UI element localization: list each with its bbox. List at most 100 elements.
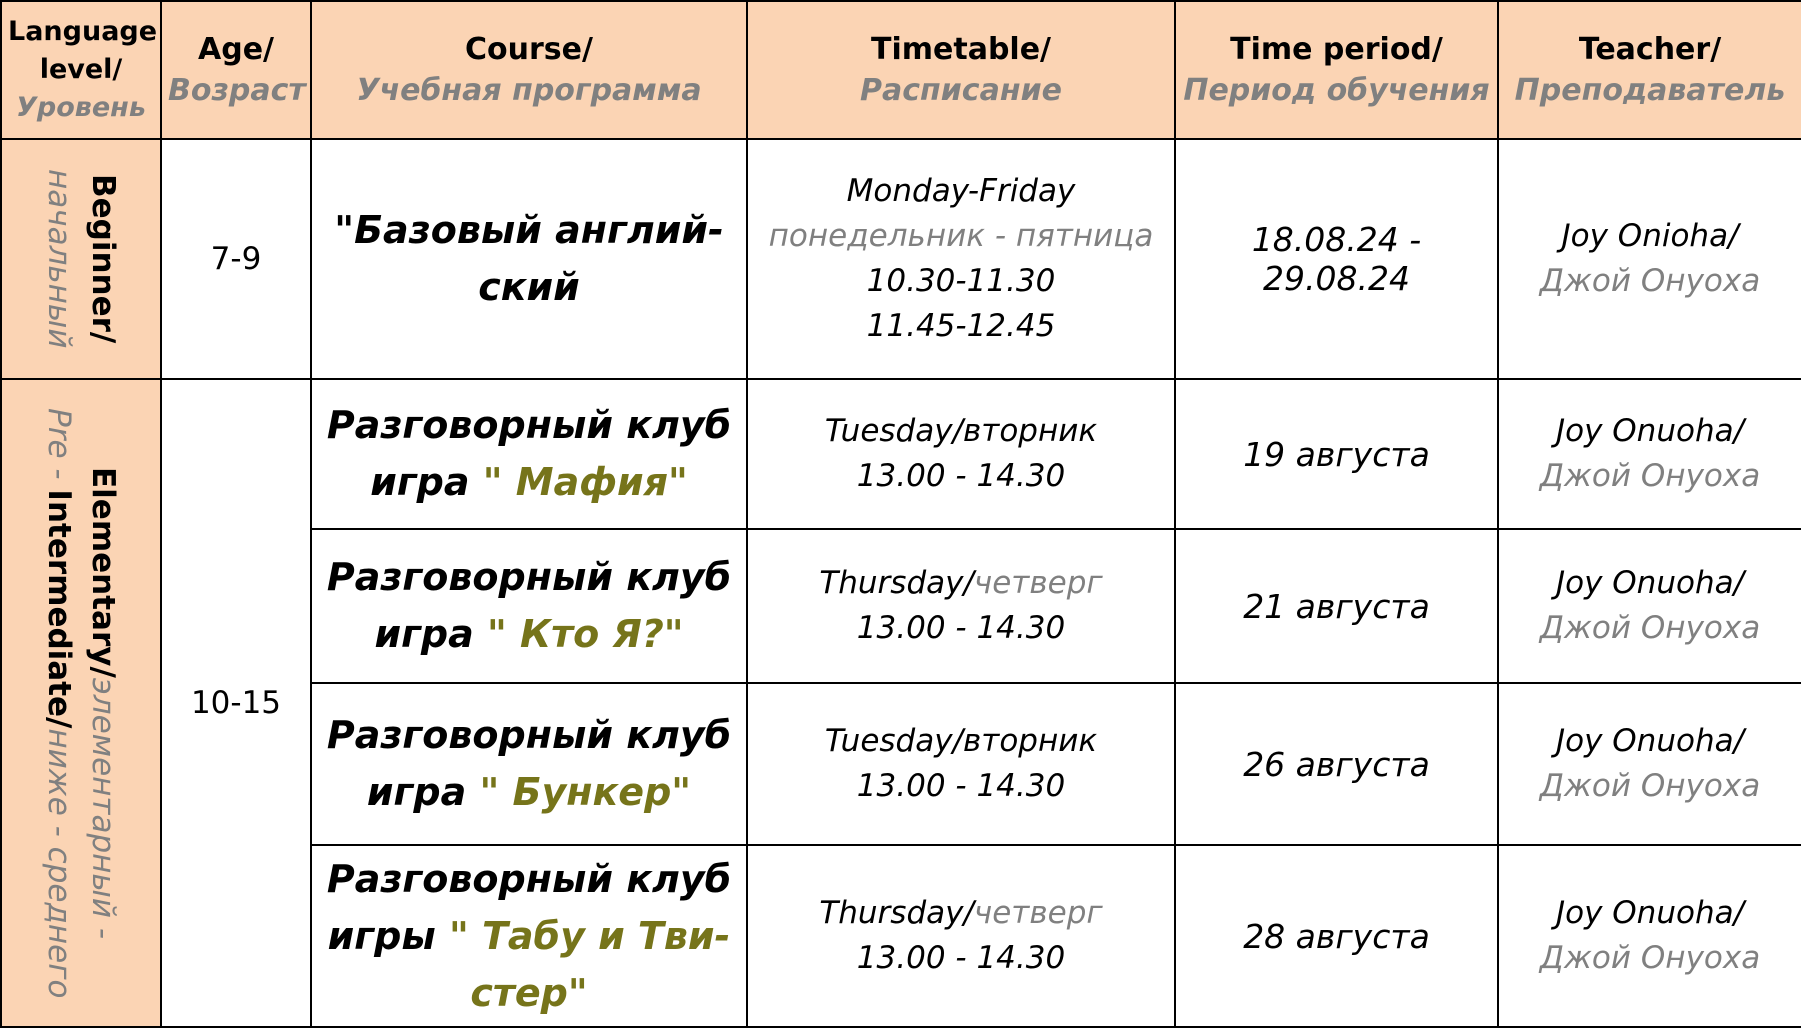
timetable-day-ru: четверг [973, 895, 1103, 931]
course-name-line-1: "Базовый англий- [334, 208, 724, 252]
header-row: Language level/ Уровень Age/ Возраст Cou… [0, 0, 1801, 140]
header-course: Course/ Учебная программа [310, 0, 748, 140]
header-timetable: Timetable/ Расписание [746, 0, 1176, 140]
timetable-day-en: Thursday/ [819, 895, 974, 931]
header-time-period: Time period/ Период обучения [1174, 0, 1499, 140]
table-row: Elementary/элементарный - Pre - Intermed… [0, 378, 1801, 1028]
header-course-ru: Учебная программа [356, 73, 702, 108]
course-cell: Разговорный клуб игра " Бункер" [310, 682, 748, 846]
course-name-line-1: Разговорный клуб [326, 856, 732, 901]
game-name: " Кто Я?" [487, 612, 684, 656]
teacher-name-ru: Джой Онуоха [1539, 263, 1761, 299]
header-language-level: Language level/ Уровень [0, 0, 162, 140]
timetable-cell: Thursday/четверг 13.00 - 14.30 [746, 844, 1176, 1028]
level-beginner-text: Beginner/ начальный [37, 169, 125, 349]
teacher-name-en: Joy Onuoha/ [1555, 895, 1745, 931]
course-name-line-2: игра [370, 460, 483, 504]
level-elementary-en: Elementary/ [85, 466, 121, 678]
header-language-level-en-2: level/ [39, 54, 123, 85]
header-language-level-en-1: Language [8, 16, 158, 47]
header-language-level-ru: Уровень [16, 92, 146, 123]
header-age-ru: Возраст [168, 73, 306, 108]
level-elementary-ru: элементарный - [85, 677, 121, 940]
timetable-cell: Tuesday/вторник 13.00 - 14.30 [746, 378, 1176, 530]
course-name-line-2: игра [366, 770, 480, 814]
time-period-cell: 28 августа [1174, 844, 1499, 1028]
teacher-cell: Joy Onuoha/ Джой Онуоха [1497, 844, 1801, 1028]
table-row: Разговорный клуб игра " Бункер" Tuesday/… [1, 682, 1801, 846]
timetable-cell: Monday-Friday понедельник - пятница 10.3… [746, 138, 1176, 380]
teacher-name-en: Joy Onuoha/ [1555, 413, 1745, 449]
game-name: " Бункер" [479, 770, 692, 814]
header-time-period-ru: Период обучения [1183, 73, 1490, 108]
timetable-day: Tuesday/вторник [754, 409, 1168, 454]
timetable-time: 13.00 - 14.30 [856, 940, 1066, 976]
teacher-cell: Joy Onioha/ Джой Онуоха [1497, 138, 1801, 380]
timetable-day: Thursday/четверг [754, 561, 1168, 606]
header-timetable-ru: Расписание [860, 73, 1062, 108]
level-elementary-pre-intermediate: Elementary/элементарный - Pre - Intermed… [0, 378, 162, 1028]
header-course-en: Course/ [465, 32, 593, 67]
game-name: " Табу и Тви- [448, 913, 731, 958]
time-period-cell: 21 августа [1174, 528, 1499, 684]
timetable-day-ru: четверг [973, 565, 1103, 601]
timetable-day-ru: понедельник - пятница [768, 218, 1154, 254]
timetable-day-ru: вторник [963, 723, 1098, 759]
game-name-line-2: стер" [470, 970, 588, 1015]
time-period-cell: 19 августа [1174, 378, 1499, 530]
time-period-cell: 18.08.24 - 29.08.24 [1174, 138, 1499, 380]
age-elementary: 10-15 [160, 378, 312, 1028]
header-time-period-en: Time period/ [1230, 32, 1443, 67]
level-pre-label: Pre - [41, 407, 77, 490]
teacher-name-en: Joy Onioha/ [1561, 218, 1739, 254]
teacher-name-en: Joy Onuoha/ [1555, 723, 1745, 759]
timetable-day-en: Monday-Friday [846, 173, 1076, 209]
timetable-day-en: Tuesday/ [824, 723, 964, 759]
teacher-name-ru: Джой Онуоха [1539, 610, 1761, 646]
timetable-time: 13.00 - 14.30 [856, 610, 1066, 646]
header-timetable-en: Timetable/ [871, 32, 1051, 67]
age-beginner: 7-9 [160, 138, 312, 380]
course-name-line-1: Разговорный клуб [326, 555, 732, 599]
header-age: Age/ Возраст [160, 0, 312, 140]
course-name-line-2: ский [478, 265, 580, 309]
course-cell: Разговорный клуб игра " Кто Я?" [310, 528, 748, 684]
level-beginner: Beginner/ начальный [0, 138, 162, 380]
level-beginner-en: Beginner/ [85, 174, 121, 344]
teacher-name-ru: Джой Онуоха [1539, 458, 1761, 494]
timetable-time: 13.00 - 14.30 [856, 458, 1066, 494]
timetable-time: 10.30-11.30 [866, 263, 1056, 299]
course-name-line-2: игры [327, 913, 449, 958]
level-elementary-text: Elementary/элементарный - Pre - Intermed… [37, 408, 125, 999]
header-age-en: Age/ [198, 32, 274, 67]
header-teacher: Teacher/ Преподаватель [1497, 0, 1801, 140]
timetable-day: Thursday/четверг [754, 891, 1168, 936]
level-beginner-ru: начальный [41, 169, 77, 349]
timetable-time: 11.45-12.45 [866, 308, 1056, 344]
level-intermediate-en: Intermediate/ [41, 489, 77, 729]
timetable-cell: Thursday/четверг 13.00 - 14.30 [746, 528, 1176, 684]
teacher-cell: Joy Onuoha/ Джой Онуоха [1497, 378, 1801, 530]
timetable-day: Tuesday/вторник [754, 719, 1168, 764]
timetable-day-en: Tuesday/ [824, 413, 964, 449]
course-name-line-1: Разговорный клуб [326, 403, 732, 447]
teacher-cell: Joy Onuoha/ Джой Онуоха [1497, 528, 1801, 684]
timetable-cell: Tuesday/вторник 13.00 - 14.30 [746, 682, 1176, 846]
level-intermediate-ru: ниже - среднего [41, 728, 77, 999]
table-row: Beginner/ начальный 7-9 "Базовый англий-… [0, 138, 1801, 380]
course-cell: Разговорный клуб игра " Мафия" [310, 378, 748, 530]
header-teacher-ru: Преподаватель [1514, 73, 1786, 108]
teacher-cell: Joy Onuoha/ Джой Онуоха [1497, 682, 1801, 846]
teacher-name-ru: Джой Онуоха [1539, 940, 1761, 976]
course-cell: "Базовый англий- ский [310, 138, 748, 380]
header-teacher-en: Teacher/ [1578, 32, 1722, 67]
teacher-name-ru: Джой Онуоха [1539, 768, 1761, 804]
timetable-day-en: Thursday/ [819, 565, 974, 601]
timetable-day-ru: вторник [963, 413, 1098, 449]
course-name-line-2: игра [374, 612, 487, 656]
game-name: " Мафия" [482, 460, 688, 504]
course-cell: Разговорный клуб игры " Табу и Тви- стер… [310, 844, 748, 1028]
teacher-name-en: Joy Onuoha/ [1555, 565, 1745, 601]
timetable-time: 13.00 - 14.30 [856, 768, 1066, 804]
